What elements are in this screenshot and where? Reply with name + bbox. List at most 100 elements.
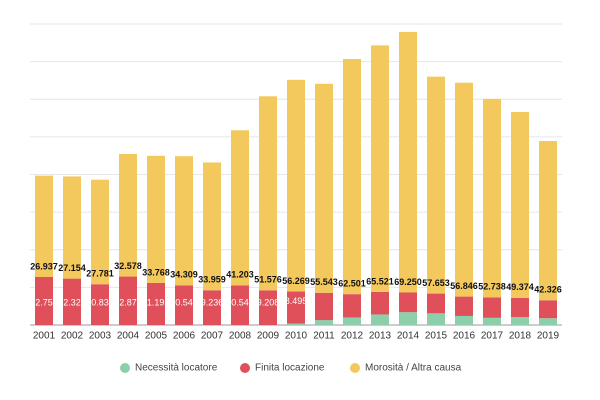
x-tick-label: 2018 [509, 331, 532, 342]
x-tick-label: 2016 [453, 331, 476, 342]
bar-segment [91, 179, 109, 285]
data-label: 27.154 [58, 263, 86, 273]
bar-segment [63, 278, 81, 325]
bar-segment [399, 31, 417, 293]
data-label: 49.374 [506, 282, 534, 292]
bar-segment [539, 141, 557, 301]
data-label: 32.578 [114, 261, 142, 271]
bar-segment [539, 300, 557, 319]
data-label: 11.195 [143, 297, 170, 307]
data-label: 33.959 [198, 275, 226, 285]
bar-segment [287, 79, 305, 292]
data-label: 42.326 [534, 285, 562, 295]
data-label: 9.236 [201, 297, 224, 307]
x-tick-label: 2007 [201, 331, 224, 342]
legend-label: Morosità / Altra causa [365, 363, 462, 374]
data-label: 62.501 [338, 279, 366, 289]
bar-segment [371, 45, 389, 292]
bar-segment [259, 290, 277, 325]
data-label: 33.768 [142, 267, 170, 277]
bar-segment [231, 285, 249, 325]
x-tick-label: 2003 [89, 331, 112, 342]
bar-segment [371, 314, 389, 325]
bar-segment [203, 162, 221, 291]
bar-segment [147, 282, 165, 325]
bar-segment [539, 318, 557, 325]
data-label: 27.781 [86, 269, 114, 279]
bar-segment [315, 292, 333, 321]
x-tick-label: 2014 [397, 331, 420, 342]
bar-segment [399, 292, 417, 313]
bar-segment [343, 58, 361, 295]
legend-swatch [350, 363, 360, 373]
bar-segment [427, 293, 445, 314]
bar-segment [203, 290, 221, 325]
x-tick-label: 2001 [33, 331, 56, 342]
bar-segment [455, 315, 473, 325]
bar-segment [315, 320, 333, 325]
legend-swatch [240, 363, 250, 373]
bar-segment [511, 112, 529, 298]
x-tick-label: 2002 [61, 331, 84, 342]
x-tick-label: 2010 [285, 331, 308, 342]
bar-segment [343, 317, 361, 325]
data-label: 55.543 [310, 277, 338, 287]
data-label: 10.549 [226, 297, 254, 307]
x-tick-label: 2011 [313, 331, 335, 342]
data-label: 26.937 [30, 261, 58, 271]
bar-segment [119, 276, 137, 325]
data-label: 12.873 [114, 297, 142, 307]
bar-segment [315, 83, 333, 293]
data-label: 65.521 [366, 276, 394, 286]
legend-swatch [120, 363, 130, 373]
bar-segment [399, 312, 417, 325]
bar-segment [427, 313, 445, 325]
bar-segment [147, 155, 165, 283]
data-label: 12.329 [58, 297, 86, 307]
bar-segment [119, 153, 137, 277]
bar-segment [91, 284, 109, 325]
bar-segment [287, 291, 305, 324]
bar-segment [483, 317, 501, 325]
x-tick-label: 2005 [145, 331, 168, 342]
data-label: 41.203 [226, 270, 254, 280]
x-tick-label: 2017 [481, 331, 504, 342]
data-label: 57.653 [422, 278, 450, 288]
legend-label: Necessità locatore [135, 363, 218, 374]
data-label: 52.738 [478, 282, 506, 292]
data-label: 69.250 [394, 277, 422, 287]
bar-segment [175, 285, 193, 325]
bar-segment [259, 96, 277, 291]
data-label: 8.495 [285, 296, 308, 306]
x-tick-label: 2019 [537, 331, 560, 342]
data-label: 51.576 [254, 275, 282, 285]
x-tick-label: 2015 [425, 331, 448, 342]
bar-segment [483, 98, 501, 298]
bar-segment [427, 76, 445, 294]
bar-segment [63, 176, 81, 279]
bar-segment [231, 130, 249, 286]
x-tick-label: 2009 [257, 331, 280, 342]
data-label: 10.548 [170, 297, 198, 307]
data-label: 9.208 [257, 297, 280, 307]
data-label: 56.846 [450, 281, 478, 291]
bar-segment [343, 294, 361, 318]
bar-segment [175, 156, 193, 286]
data-label: 56.269 [282, 276, 310, 286]
data-label: 10.839 [86, 297, 114, 307]
bar-segment [483, 297, 501, 318]
bar-segment [35, 175, 53, 278]
bar-segment [511, 297, 529, 318]
data-label: 12.755 [30, 297, 58, 307]
bar-segment [511, 317, 529, 325]
x-tick-label: 2008 [229, 331, 252, 342]
x-tick-label: 2004 [117, 331, 140, 342]
legend-label: Finita locazione [255, 363, 325, 374]
x-tick-label: 2006 [173, 331, 196, 342]
x-tick-label: 2013 [369, 331, 392, 342]
bar-segment [455, 296, 473, 316]
bar-segment [35, 277, 53, 325]
bar-segment [287, 323, 305, 325]
x-tick-label: 2012 [341, 331, 364, 342]
